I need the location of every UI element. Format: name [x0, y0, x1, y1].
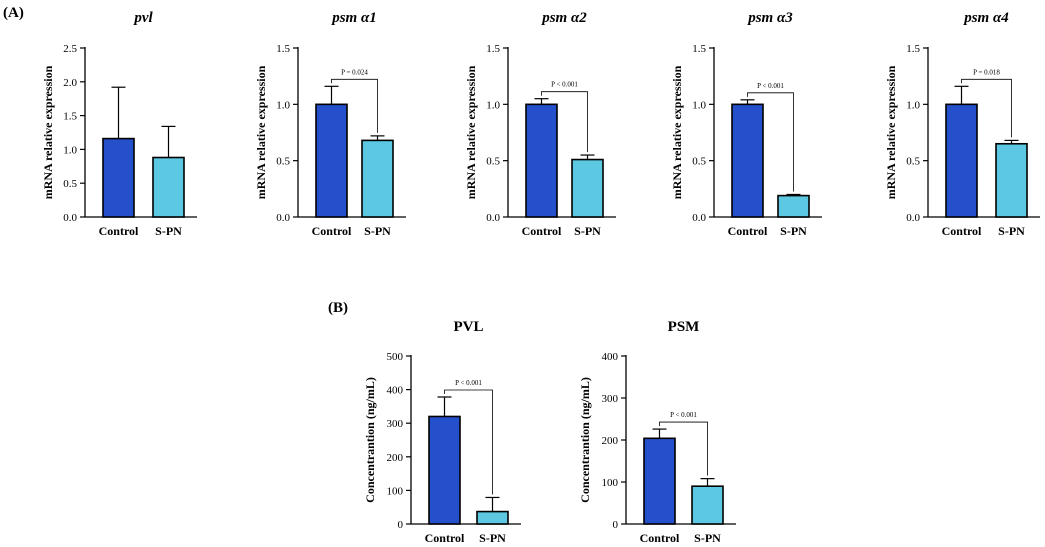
y-axis-label: mRNA relative expression	[464, 65, 478, 199]
y-tick-label: 0.5	[486, 156, 500, 168]
bar-s-pn	[571, 158, 604, 218]
y-tick-label: 0	[398, 519, 404, 531]
y-tick-label: 300	[602, 393, 619, 405]
p-value-label: P = 0.018	[973, 68, 1000, 76]
y-axis-label: mRNA relative expression	[254, 65, 268, 199]
p-value-label: P < 0.001	[670, 411, 697, 419]
y-axis-label: mRNA relative expression	[884, 65, 898, 199]
y-tick-label: 1.5	[906, 43, 920, 55]
y-tick-label: 1.0	[906, 99, 920, 111]
chart-7: PSM Concentrantion (ng/mL) 0 100 200 300 400 Co…	[578, 319, 736, 545]
y-tick-label: 1.0	[63, 144, 77, 156]
significance-bracket	[541, 91, 588, 153]
y-axis-label: mRNA relative expression	[41, 65, 55, 199]
p-value-label: P < 0.001	[757, 82, 784, 90]
bar-control	[428, 415, 461, 525]
charts-container: pvl mRNA relative expression 0.0 0.5 1.0 1.5 2…	[41, 10, 1040, 545]
y-axis-label: mRNA relative expression	[670, 65, 684, 199]
y-tick-label: 0.0	[906, 212, 920, 224]
y-tick-label: 0.0	[486, 212, 500, 224]
y-tick-label: 0.0	[276, 212, 290, 224]
y-tick-label: 1.5	[692, 43, 706, 55]
category-label: Control	[522, 224, 562, 238]
y-tick-label: 2.0	[63, 77, 77, 89]
y-tick-label: 1.5	[63, 111, 77, 123]
y-tick-label: 500	[387, 351, 404, 363]
y-tick-label: 400	[602, 351, 619, 363]
chart-4: psm α3 mRNA relative expression 0.0 0.5 1.0 1…	[670, 10, 822, 238]
y-tick-label: 100	[602, 477, 619, 489]
bar-control	[315, 103, 348, 218]
chart-5: psm α4 mRNA relative expression 0.0 0.5 1.0 1…	[884, 10, 1040, 238]
significance-bracket	[961, 78, 1012, 138]
category-label: Control	[640, 531, 680, 545]
category-label: Control	[425, 531, 465, 545]
y-tick-label: 400	[387, 385, 404, 397]
category-label: S-PN	[479, 531, 506, 545]
y-tick-label: 2.5	[63, 43, 77, 55]
chart-title: psm α2	[540, 10, 587, 26]
y-axis-label: Concentrantion (ng/mL)	[578, 377, 592, 503]
bar-control	[731, 103, 764, 218]
bar-s-pn	[995, 142, 1028, 218]
category-label: S-PN	[998, 224, 1025, 238]
y-tick-label: 0.5	[63, 178, 77, 190]
chart-1: pvl mRNA relative expression 0.0 0.5 1.0 1.5 2…	[41, 10, 197, 238]
chart-2: psm α1 mRNA relative expression 0.0 0.5 1.0 1…	[254, 10, 406, 238]
category-label: S-PN	[155, 224, 182, 238]
chart-title: psm α3	[746, 10, 793, 26]
category-label: Control	[728, 224, 768, 238]
y-tick-label: 0.5	[906, 156, 920, 168]
chart-6: PVL Concentrantion (ng/mL) 0 100 200 300 400 50…	[363, 319, 521, 545]
y-tick-label: 0	[613, 519, 619, 531]
bar-control	[525, 103, 558, 218]
category-label: S-PN	[780, 224, 807, 238]
significance-bracket	[747, 92, 794, 192]
bar-s-pn	[691, 485, 724, 525]
y-tick-label: 200	[387, 452, 404, 464]
bar-control	[643, 437, 676, 525]
p-value-label: P < 0.001	[551, 81, 578, 89]
significance-bracket	[331, 78, 378, 133]
chart-title: psm α1	[330, 10, 377, 26]
category-label: S-PN	[574, 224, 601, 238]
y-tick-label: 0.5	[276, 156, 290, 168]
y-tick-label: 0.0	[63, 212, 77, 224]
y-tick-label: 1.0	[486, 99, 500, 111]
bar-control	[945, 103, 978, 218]
chart-title: pvl	[132, 10, 153, 26]
category-label: S-PN	[694, 531, 721, 545]
y-tick-label: 1.0	[276, 99, 290, 111]
chart-3: psm α2 mRNA relative expression 0.0 0.5 1.0 1…	[464, 10, 616, 238]
y-tick-label: 100	[387, 485, 404, 497]
significance-bracket	[659, 421, 708, 476]
category-label: Control	[99, 224, 139, 238]
category-label: Control	[942, 224, 982, 238]
category-label: S-PN	[364, 224, 391, 238]
bar-s-pn	[476, 510, 509, 525]
y-tick-label: 200	[602, 435, 619, 447]
y-axis-label: Concentrantion (ng/mL)	[363, 377, 377, 503]
y-tick-label: 1.0	[692, 99, 706, 111]
chart-title: psm α4	[962, 10, 1009, 26]
chart-title: PVL	[454, 319, 484, 335]
y-tick-label: 0.5	[692, 156, 706, 168]
p-value-label: P = 0.024	[341, 68, 368, 76]
bar-s-pn	[777, 194, 810, 218]
panel-label-b: (B)	[328, 300, 348, 316]
significance-bracket	[444, 389, 493, 495]
y-tick-label: 1.5	[486, 43, 500, 55]
chart-title: PSM	[668, 319, 700, 335]
bar-s-pn	[152, 156, 185, 218]
y-tick-label: 1.5	[276, 43, 290, 55]
y-tick-label: 0.0	[692, 212, 706, 224]
p-value-label: P < 0.001	[455, 379, 482, 387]
bar-control	[102, 137, 135, 218]
panel-label-a: (A)	[3, 5, 24, 21]
category-label: Control	[312, 224, 352, 238]
y-tick-label: 300	[387, 418, 404, 430]
bar-s-pn	[361, 139, 394, 218]
